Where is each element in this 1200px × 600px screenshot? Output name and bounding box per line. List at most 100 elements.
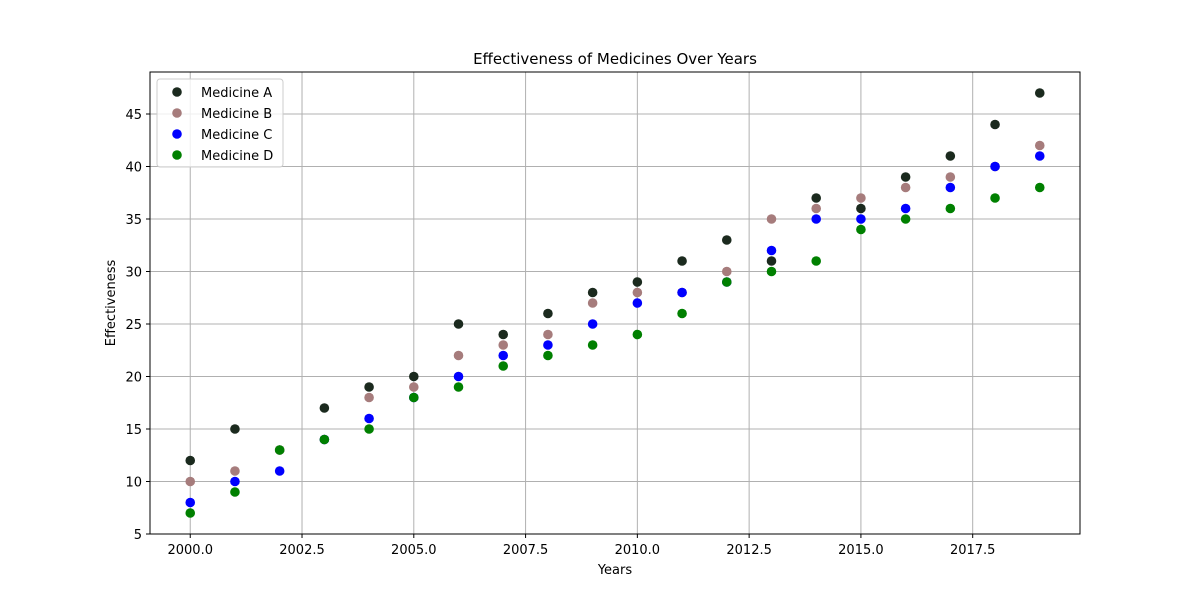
legend-marker-medicine-b: [172, 108, 182, 118]
x-tick-label: 2015.0: [838, 543, 884, 558]
point-medicine-d: [900, 214, 911, 224]
x-tick-label: 2007.5: [503, 543, 549, 558]
legend-box: [156, 78, 284, 168]
point-medicine-b: [945, 172, 956, 182]
point-medicine-a: [632, 277, 643, 287]
point-medicine-c: [632, 298, 643, 308]
y-tick-label: 20: [125, 371, 142, 386]
point-medicine-a: [1034, 88, 1045, 98]
point-medicine-d: [766, 266, 777, 277]
y-axis-title: Effectiveness: [104, 260, 119, 347]
point-medicine-d: [453, 382, 464, 392]
point-medicine-b: [498, 340, 509, 350]
plot-area-frame: [149, 71, 1081, 535]
point-medicine-a: [453, 319, 464, 329]
point-medicine-b: [364, 392, 374, 403]
point-medicine-a: [900, 172, 911, 182]
point-medicine-c: [498, 350, 509, 361]
x-tick-label: 2010.0: [615, 543, 661, 558]
legend-label-medicine-c: Medicine C: [201, 128, 272, 143]
legend-marker-medicine-a: [172, 87, 182, 97]
point-medicine-b: [185, 476, 196, 487]
point-medicine-c: [543, 340, 553, 350]
point-medicine-d: [990, 193, 1000, 203]
y-tick-label: 40: [125, 161, 142, 176]
point-medicine-a: [185, 455, 196, 466]
point-medicine-a: [811, 193, 822, 203]
point-medicine-b: [230, 466, 240, 476]
point-medicine-a: [721, 235, 732, 245]
point-medicine-c: [587, 319, 598, 329]
x-axis: 2000.0 2002.5 2005.0 2007.5 2010.0 2012.5 2015…: [167, 534, 995, 558]
point-medicine-d: [543, 350, 553, 361]
legend-label-medicine-d: Medicine D: [201, 149, 273, 164]
point-medicine-b: [766, 214, 777, 224]
point-medicine-d: [274, 445, 285, 455]
y-tick-label: 30: [125, 266, 142, 281]
point-medicine-b: [856, 193, 866, 203]
point-medicine-d: [1034, 182, 1045, 193]
point-medicine-b: [453, 350, 464, 361]
point-medicine-c: [230, 476, 240, 487]
point-medicine-a: [856, 203, 866, 214]
y-tick-label: 15: [125, 423, 142, 438]
point-medicine-d: [408, 392, 419, 403]
point-medicine-a: [230, 424, 240, 434]
point-medicine-c: [766, 245, 777, 256]
point-medicine-c: [1034, 151, 1045, 161]
chart-title: Effectiveness of Medicines Over Years: [473, 50, 757, 68]
legend-marker-medicine-d: [172, 150, 182, 160]
point-medicine-b: [721, 266, 732, 277]
legend: Medicine A Medicine B Medicine C Medicine D: [156, 78, 284, 168]
point-medicine-a: [543, 308, 553, 319]
point-medicine-a: [766, 256, 777, 266]
point-medicine-a: [945, 151, 956, 161]
point-medicine-b: [408, 382, 419, 392]
point-medicine-c: [990, 161, 1000, 172]
point-medicine-c: [900, 203, 911, 214]
point-medicine-a: [408, 371, 419, 382]
x-axis-title: Years: [597, 563, 633, 578]
point-medicine-d: [364, 424, 374, 434]
legend-marker-medicine-c: [172, 129, 182, 139]
legend-label-medicine-a: Medicine A: [201, 86, 272, 101]
point-medicine-c: [185, 497, 196, 508]
point-medicine-d: [811, 256, 822, 266]
point-medicine-d: [498, 361, 509, 371]
point-medicine-b: [632, 287, 643, 298]
point-medicine-c: [364, 413, 374, 424]
point-medicine-c: [856, 214, 866, 224]
point-medicine-d: [185, 508, 196, 518]
point-medicine-b: [900, 182, 911, 193]
point-medicine-b: [587, 298, 598, 308]
point-medicine-c: [677, 287, 687, 298]
x-tick-label: 2012.5: [726, 543, 772, 558]
legend-label-medicine-b: Medicine B: [201, 107, 272, 122]
point-medicine-c: [945, 182, 956, 193]
x-tick-label: 2005.0: [391, 543, 437, 558]
point-medicine-a: [498, 329, 509, 340]
y-tick-label: 45: [125, 108, 142, 123]
point-medicine-d: [587, 340, 598, 350]
point-medicine-a: [319, 403, 330, 413]
point-medicine-d: [319, 434, 330, 445]
point-medicine-b: [1034, 140, 1045, 151]
x-tick-label: 2002.5: [279, 543, 325, 558]
point-medicine-a: [677, 256, 687, 266]
x-tick-label: 2017.5: [950, 543, 996, 558]
point-medicine-b: [811, 203, 822, 214]
y-tick-label: 5: [134, 528, 142, 543]
point-medicine-d: [721, 277, 732, 287]
point-medicine-d: [632, 329, 643, 340]
y-tick-label: 25: [125, 318, 142, 333]
point-medicine-d: [677, 308, 687, 319]
x-tick-label: 2000.0: [167, 543, 213, 558]
y-axis: 5 10 15 20 25 30 35 40 45: [125, 108, 150, 543]
point-medicine-c: [811, 214, 822, 224]
point-medicine-d: [945, 203, 956, 214]
point-medicine-a: [587, 287, 598, 298]
y-tick-label: 35: [125, 213, 142, 228]
y-tick-label: 10: [125, 476, 142, 491]
point-medicine-a: [364, 382, 374, 392]
